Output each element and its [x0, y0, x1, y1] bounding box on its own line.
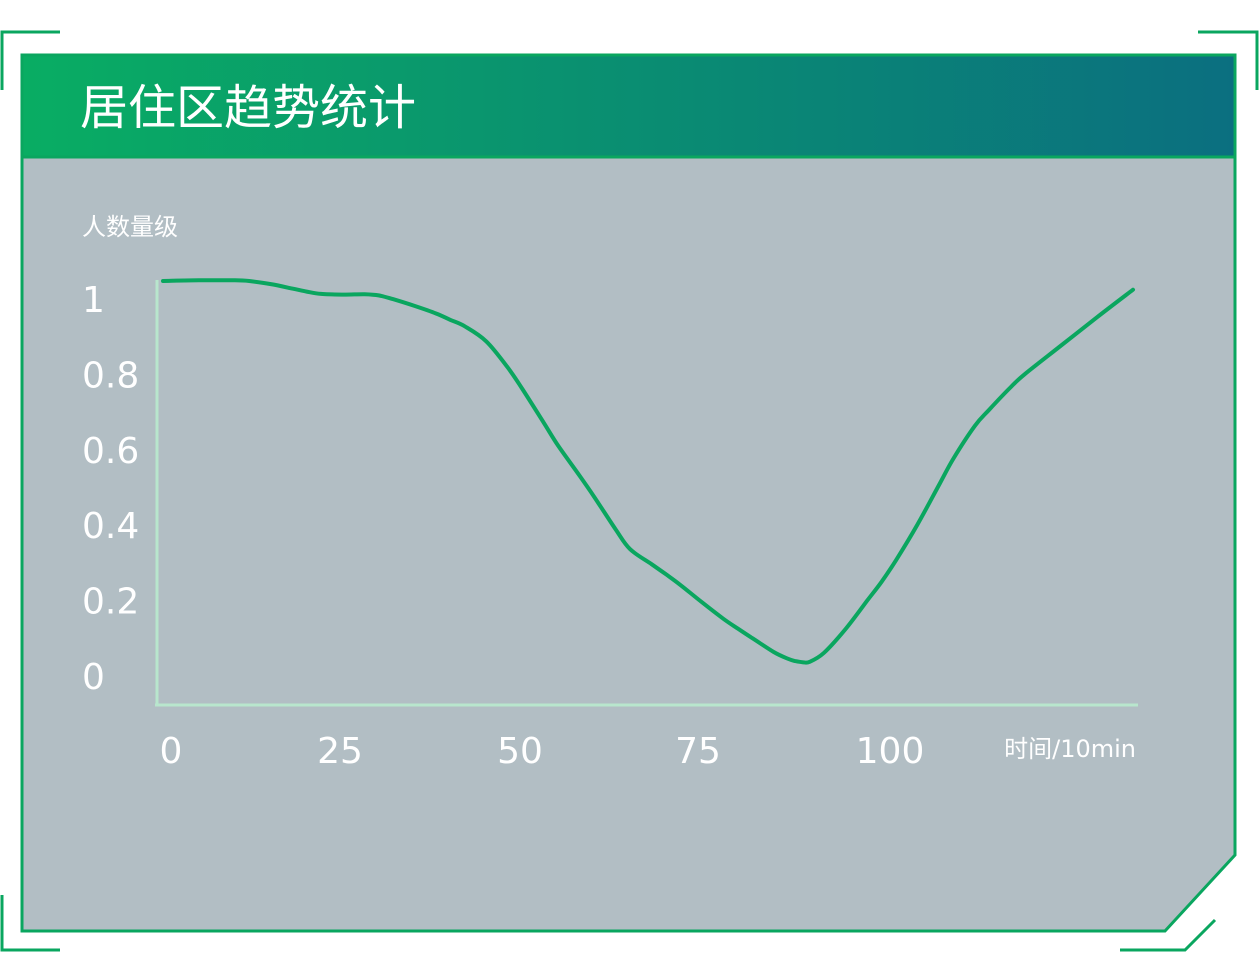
corner-bracket-bottom-left — [0, 895, 60, 952]
y-tick-label: 0.2 — [82, 582, 139, 623]
corner-bracket-top-left — [0, 30, 60, 90]
series-line — [161, 278, 1135, 665]
x-tick-label: 25 — [317, 731, 363, 772]
y-axis-label: 人数量级 — [82, 213, 178, 241]
x-tick-label: 75 — [675, 731, 721, 772]
x-axis-label: 时间/10min — [1004, 735, 1136, 763]
x-tick-label: 100 — [856, 731, 925, 772]
y-tick-label: 0.8 — [82, 355, 139, 396]
panel-header — [22, 55, 1235, 157]
y-tick-label: 1 — [82, 280, 105, 321]
corner-bracket-top-right — [1198, 30, 1259, 90]
x-tick-labels: 0 25 50 75 100 — [160, 731, 925, 772]
y-tick-label: 0 — [82, 657, 105, 698]
x-tick-label: 0 — [160, 731, 183, 772]
panel-title: 居住区趋势统计 — [80, 80, 416, 136]
y-tick-label: 0.6 — [82, 431, 139, 472]
panel-background — [20, 155, 1237, 933]
corner-bracket-bottom-right — [1120, 918, 1217, 952]
y-tick-label: 0.4 — [82, 506, 139, 547]
x-tick-label: 50 — [497, 731, 543, 772]
y-tick-labels: 0 0.2 0.4 0.6 0.8 1 — [82, 280, 139, 698]
series-layer — [161, 278, 1135, 665]
